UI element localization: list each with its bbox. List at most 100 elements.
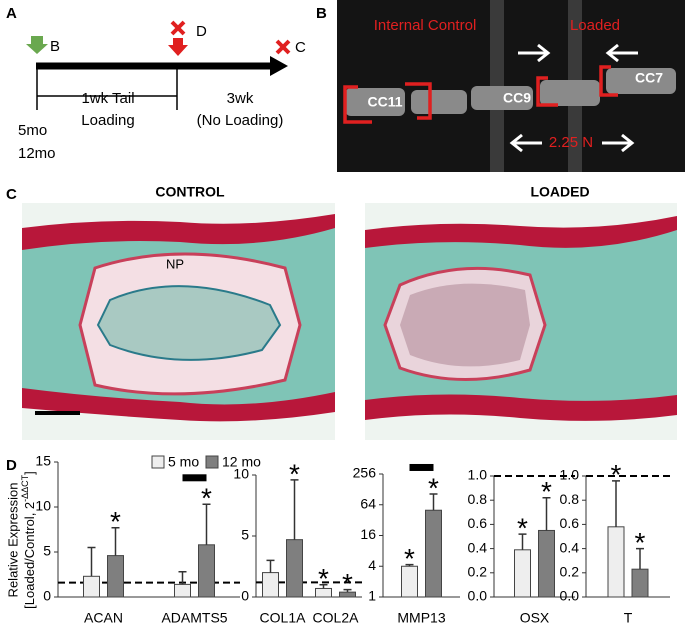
significance-marker: * — [635, 527, 646, 558]
panel-label: D — [6, 457, 17, 474]
error-bar — [542, 497, 551, 531]
y-tick-label: 10 — [233, 466, 249, 482]
y-axis-title-part: [Loaded/Control, 2 — [22, 502, 37, 609]
span-lines — [36, 66, 178, 110]
span-label: Loading — [81, 112, 134, 129]
panel-c: C CONTROL LOADED NP — [6, 184, 677, 440]
panel-label: C — [6, 186, 17, 203]
error-bar — [612, 480, 620, 527]
histology-loaded — [365, 203, 677, 440]
error-bar — [429, 493, 438, 511]
error-bar — [178, 571, 187, 585]
marker-label: B — [50, 38, 60, 55]
error-bar — [343, 588, 352, 593]
y-tick-label: 64 — [360, 495, 376, 511]
bar — [425, 509, 442, 598]
age-difference-bar — [182, 474, 207, 482]
bar — [83, 575, 100, 598]
y-tick-label: 0.0 — [468, 588, 488, 604]
significance-marker: * — [289, 458, 300, 489]
y-tick-label: 0.2 — [560, 564, 580, 580]
y-tick-label: 0 — [241, 588, 249, 604]
y-tick-label: 0.2 — [468, 564, 488, 580]
significance-marker: * — [404, 543, 415, 574]
np-label: NP — [166, 256, 184, 271]
red-cross — [170, 20, 186, 36]
error-bar — [111, 526, 120, 556]
y-tick-label: 0.4 — [468, 539, 488, 555]
timeline-arrowhead — [270, 56, 288, 76]
y-tick-label: 1.0 — [560, 467, 580, 483]
significance-marker: * — [110, 506, 121, 537]
span-label: (No Loading) — [197, 112, 284, 129]
significance-marker: * — [318, 563, 329, 594]
image-title: LOADED — [530, 184, 589, 200]
error-bar — [290, 479, 299, 540]
x-tick-label: ACAN — [84, 610, 123, 626]
vertebra-label: CC7 — [635, 70, 663, 86]
y-axis-title-part: ] — [22, 471, 37, 475]
y-tick-label: 10 — [35, 498, 51, 514]
panel-label: A — [6, 5, 17, 22]
age-difference-bar — [409, 463, 434, 471]
y-tick-label: 0.0 — [560, 588, 580, 604]
span-label: 3wk — [227, 90, 254, 107]
bar — [607, 526, 625, 598]
y-tick-label: 0.8 — [468, 491, 488, 507]
legend-swatch — [151, 455, 165, 469]
error-bar — [636, 547, 644, 570]
y-tick-label: 1.0 — [468, 467, 488, 483]
significance-marker: * — [517, 512, 528, 543]
y-tick-label: 5 — [241, 527, 249, 543]
age-label: 5mo — [18, 122, 47, 139]
y-tick-label: 0.8 — [560, 491, 580, 507]
y-axis-title: [Loaded/Control, 2-ΔΔCT] — [20, 471, 37, 609]
marker-label: C — [295, 39, 306, 56]
y-axis-title-sup: -ΔΔCT — [20, 474, 30, 502]
y-tick-label: 4 — [368, 557, 376, 573]
bar — [286, 539, 303, 598]
significance-marker: * — [541, 476, 552, 507]
histology-control: NP — [22, 203, 335, 440]
panel-b: B Internal Control Loaded CC11 CC9 CC7 2… — [316, 0, 685, 172]
bar — [631, 568, 649, 598]
x-tick-label: T — [624, 610, 633, 626]
red-cross — [275, 39, 291, 55]
bar — [262, 572, 279, 598]
error-bar — [518, 533, 527, 550]
region-title: Internal Control — [374, 17, 477, 34]
error-bar — [202, 503, 211, 545]
legend-label: 12 mo — [222, 454, 261, 470]
panel-label: B — [316, 5, 327, 22]
vertebrae — [345, 68, 676, 116]
force-arrows — [509, 43, 638, 153]
legend-label: 5 mo — [168, 454, 199, 470]
y-tick-label: 0 — [43, 588, 51, 604]
legend-swatch — [205, 455, 219, 469]
significance-marker: * — [201, 483, 212, 514]
x-tick-label: ADAMTS5 — [161, 610, 227, 626]
green-arrow — [26, 36, 48, 54]
y-tick-label: 0.6 — [560, 515, 580, 531]
error-bar — [405, 563, 414, 567]
x-tick-label: MMP13 — [397, 610, 445, 626]
significance-marker: * — [342, 568, 353, 599]
x-tick-label: COL2A — [313, 610, 360, 626]
y-tick-label: 0.6 — [468, 515, 488, 531]
bar — [107, 555, 124, 598]
y-tick-label: 1 — [368, 588, 376, 604]
image-title: CONTROL — [155, 184, 225, 200]
red-arrow — [168, 38, 188, 56]
significance-marker: * — [611, 459, 622, 490]
panel-a: A B D C 1wk Tail Loading 3wk (No Loading… — [6, 5, 306, 162]
x-tick-label: COL1A — [260, 610, 307, 626]
x-tick-label: OSX — [520, 610, 550, 626]
vertebra-label: CC9 — [503, 90, 531, 106]
y-tick-label: 15 — [35, 453, 51, 469]
panel-d: D Relative Expression [Loaded/Control, 2… — [5, 453, 670, 626]
error-bar — [266, 559, 275, 573]
significance-marker: * — [428, 472, 439, 503]
force-label: 2.25 N — [549, 134, 593, 151]
y-tick-label: 5 — [43, 543, 51, 559]
y-tick-label: 256 — [353, 465, 377, 481]
